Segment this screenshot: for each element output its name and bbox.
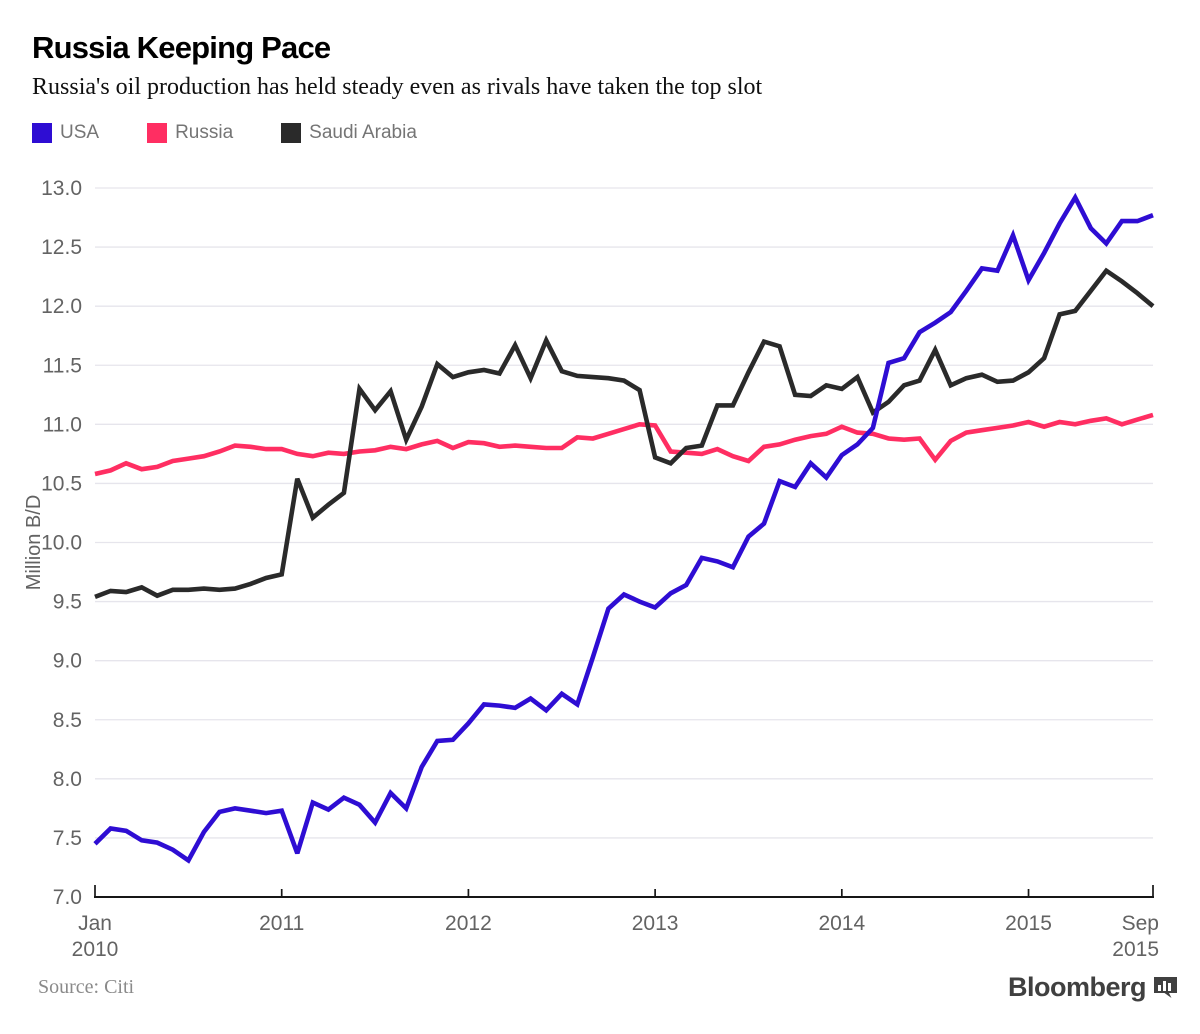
source-label: Source: Citi [38,976,135,998]
x-tick-label: Sep [1122,912,1159,935]
x-tick-label: 2012 [445,912,492,935]
legend-swatch [147,123,168,143]
page-subtitle: Russia's oil production has held steady … [32,74,763,100]
legend-item-russia: Russia [147,122,233,144]
legend-label: Russia [175,122,234,143]
legend-item-usa: USA [32,122,99,144]
series-line-usa [93,192,1154,864]
y-tick-label: 12.0 [41,295,82,318]
legend-swatch [32,123,52,143]
bloomberg-wordmark: Bloomberg [1007,972,1147,1002]
x-tick-label: 2010 [72,938,119,961]
x-tick-label: Jan [78,912,112,935]
y-tick-label: 8.0 [53,768,82,791]
x-tick-label: 2011 [259,912,304,935]
x-tick-label: 2015 [1112,938,1159,961]
y-tick-label: 13.0 [41,177,82,200]
y-axis-title: Million B/D [23,495,45,591]
y-tick-label: 7.0 [53,886,82,909]
y-tick-label: 10.5 [41,472,82,495]
y-tick-label: 10.0 [41,532,82,555]
y-tick-label: 9.0 [53,650,82,673]
x-tick-label: 2013 [632,912,679,935]
legend-label: USA [60,122,100,143]
x-tick-label: 2014 [818,912,865,935]
chart-canvas: 7.0 7.5 8.0 8.5 9.0 9.5 10.0 10.5 11.0 11.5 12.0 12… [23,177,1159,961]
chart-area: 7.0 7.5 8.0 8.5 9.0 9.5 10.0 10.5 11.0 11.5 12.0 12… [0,170,1200,970]
page-title: Russia Keeping Pace [32,30,331,65]
series-line-saudi-arabia [94,267,1155,600]
legend-item-saudi-arabia: Saudi Arabia [281,122,417,144]
y-tick-label: 11.0 [43,413,82,436]
legend: USA Russia Saudi Arabia [32,122,465,144]
y-tick-label: 11.5 [43,354,82,377]
y-tick-label: 9.5 [53,591,82,614]
legend-label: Saudi Arabia [309,122,417,143]
x-tick-label: 2015 [1005,912,1052,935]
legend-swatch [281,123,302,143]
bloomberg-logo: Bloomberg [1008,972,1178,1003]
y-tick-label: 12.5 [41,236,82,259]
series-line-russia [94,412,1154,477]
y-tick-label: 7.5 [53,827,82,850]
bloomberg-bug-icon [1154,976,1177,998]
y-tick-label: 8.5 [53,709,82,732]
